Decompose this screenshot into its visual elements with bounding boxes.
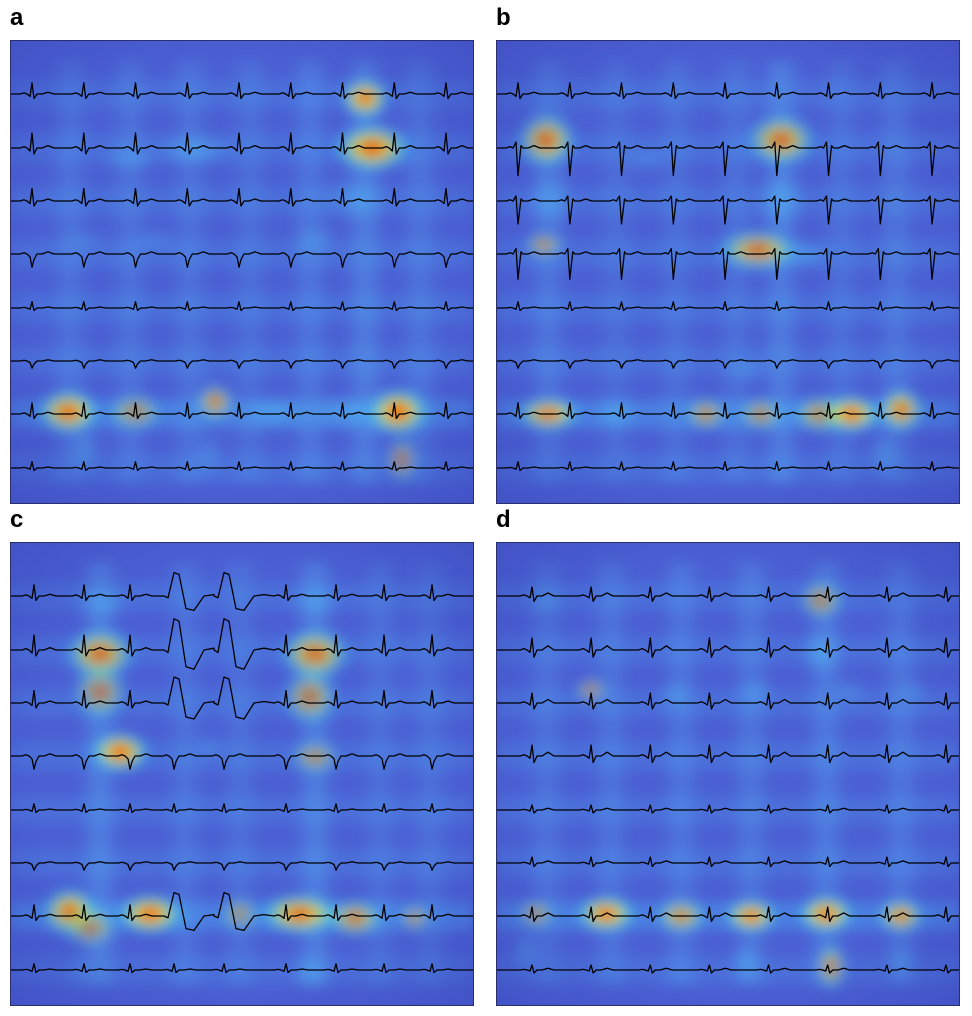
ecg-lead-trace [496,461,960,472]
panel-frame [496,40,960,504]
panel-label-d: d [496,506,511,533]
ecg-lead-trace [10,187,474,207]
vignette [496,40,960,504]
panel-frame [10,542,474,1006]
ecg-traces [10,82,474,472]
ecg-lead-trace [496,744,960,764]
panel-a: a [10,6,474,504]
ecg-lead-trace [496,402,960,420]
panel-label-b: b [496,4,511,31]
panel-frame [496,542,960,1006]
ecg-lead-trace [496,141,960,177]
ecg-lead-trace [496,856,960,868]
panel-label-a: a [10,4,24,31]
ecg-lead-trace [496,247,960,280]
ecg-traces [496,82,960,472]
ecg-lead-trace [496,637,960,658]
ecg-lead-trace [496,301,960,312]
ecg-lead-trace [10,402,474,420]
ecg-lead-trace [10,676,474,720]
ecg-lead-trace [10,753,474,770]
ecg-lead-trace [496,586,960,603]
ecg-lead-trace [496,804,960,814]
vignette [10,542,474,1006]
ecg-lead-trace [496,692,960,710]
panel-label-c: c [10,506,24,533]
ecg-lead-trace [10,461,474,472]
ecg-lead-trace [10,132,474,155]
heatmap-ecg-a [10,40,474,504]
ecg-lead-trace [496,82,960,100]
ecg-lead-trace [10,861,474,871]
ecg-traces [10,571,474,974]
panel-c: c [10,508,474,1006]
panel-frame [10,40,474,504]
ecg-lead-trace [496,359,960,369]
ecg-lead-trace [496,906,960,923]
ecg-lead-trace [10,251,474,268]
ecg-lead-trace [10,963,474,974]
ecg-lead-trace [10,82,474,100]
ecg-lead-trace [10,803,474,814]
ecg-lead-trace [496,964,960,974]
panel-b: b [496,6,960,504]
ecg-lead-trace [496,195,960,225]
ecg-lead-trace [10,618,474,670]
heatmap-ecg-d [496,542,960,1006]
ecg-lead-trace [10,359,474,369]
ecg-lead-trace [10,571,474,612]
ecg-lead-trace [10,891,474,932]
vignette [10,40,474,504]
vignette [496,542,960,1006]
ecg-lead-trace [10,301,474,312]
panel-d: d [496,508,960,1006]
heatmap-ecg-c [10,542,474,1006]
ecg-traces [496,586,960,974]
heatmap-ecg-b [496,40,960,504]
